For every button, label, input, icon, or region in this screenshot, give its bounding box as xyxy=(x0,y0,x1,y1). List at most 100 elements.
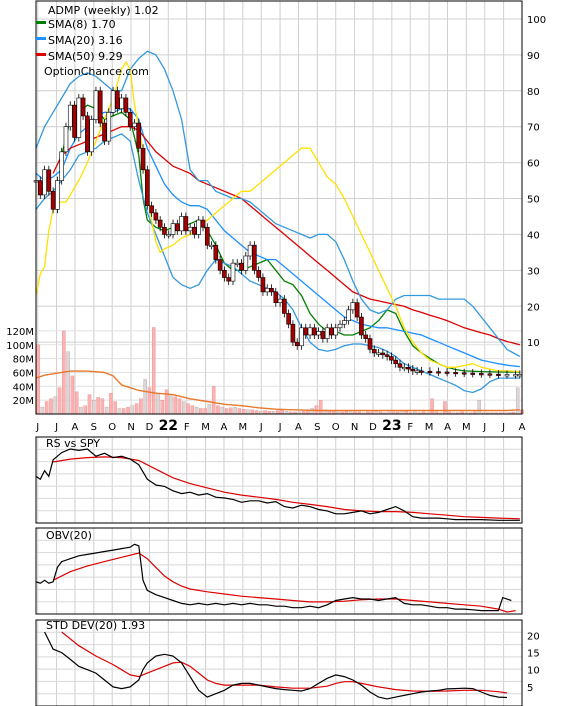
volume-bar-34 xyxy=(181,401,186,415)
tick-layer: J J A S O N D 22 F M A M J J A S O N D 23 F M A M J J A10203040506… xyxy=(6,15,546,694)
volume-bar-8 xyxy=(70,375,75,415)
volume-bar-48 xyxy=(241,409,246,415)
price-candle-28 xyxy=(153,212,159,221)
price-candle-13 xyxy=(89,119,94,153)
price-candle-76 xyxy=(359,316,364,336)
price-candle-54 xyxy=(264,288,270,293)
price-candle-97 xyxy=(479,373,484,376)
volume-bar-39 xyxy=(203,408,207,415)
x-tick-label-10: A xyxy=(221,422,228,433)
price-candle-22 xyxy=(127,112,133,127)
price-candle-67 xyxy=(320,331,326,339)
price-candle-100 xyxy=(504,374,510,377)
price-candle-91 xyxy=(427,370,433,374)
legend-swatch-sma50 xyxy=(36,53,46,56)
volume-bar-35 xyxy=(186,403,190,415)
obv-main-line xyxy=(35,543,512,612)
grid-layer xyxy=(36,1,523,706)
price-candle-65 xyxy=(312,327,317,336)
price-candle-21 xyxy=(123,97,129,113)
price-y-tick-0: 10 xyxy=(527,338,540,349)
volume-bar-63 xyxy=(306,410,310,415)
x-tick-label-16: O xyxy=(332,422,340,433)
volume-bar-37 xyxy=(194,406,199,415)
volume-bar-12 xyxy=(87,394,92,415)
volume-bar-1 xyxy=(40,406,45,415)
x-tick-label-0: J xyxy=(35,422,39,433)
volume-bar-19 xyxy=(117,408,122,415)
watermark: OptionChance.com xyxy=(44,65,149,78)
price-candle-4 xyxy=(50,191,56,210)
volume-bar-92 xyxy=(430,398,434,415)
price-candle-78 xyxy=(367,338,373,350)
volume-bar-45 xyxy=(229,407,233,415)
volume-bar-5 xyxy=(57,387,62,415)
stddev-panel-label: STD DEV(20) 1.93 xyxy=(46,619,145,632)
price-candle-20 xyxy=(119,97,124,110)
volume-bar-42 xyxy=(216,405,220,415)
x-tick-label-2: A xyxy=(72,422,79,433)
x-tick-label-19: 23 xyxy=(382,418,401,434)
price-candle-101 xyxy=(513,374,518,377)
price-candle-34 xyxy=(179,216,184,232)
price-candle-83 xyxy=(389,356,394,361)
volume-bar-22 xyxy=(130,405,135,415)
price-candle-47 xyxy=(234,262,240,265)
price-candle-35 xyxy=(183,216,189,232)
rs-sma-line xyxy=(53,456,520,520)
price-candle-29 xyxy=(157,219,163,228)
volume-bar-28 xyxy=(156,393,160,415)
price-candle-92 xyxy=(436,371,441,374)
price-candle-5 xyxy=(55,180,60,210)
volume-bar-29 xyxy=(160,400,165,415)
price-candle-26 xyxy=(145,169,150,207)
panel-frame-1 xyxy=(35,436,523,524)
price-candle-44 xyxy=(222,270,227,278)
price-candle-62 xyxy=(299,327,304,347)
x-tick-label-6: D xyxy=(146,422,154,433)
volume-bar-10 xyxy=(79,406,83,415)
price-candle-95 xyxy=(461,372,467,375)
rs-panel-label: RS vs SPY xyxy=(46,437,100,450)
price-candle-68 xyxy=(324,327,330,339)
volume-average-line xyxy=(35,370,520,412)
price-candle-50 xyxy=(247,244,253,257)
volume-bar-40 xyxy=(207,404,212,415)
price-candle-64 xyxy=(307,327,313,336)
x-tick-label-14: A xyxy=(295,422,302,433)
stddev-sma-line xyxy=(61,631,508,694)
price-candle-39 xyxy=(200,219,206,228)
legend-sma20: SMA(20) 3.16 xyxy=(48,34,123,47)
volume-bar-17 xyxy=(109,393,113,415)
price-candle-27 xyxy=(149,205,154,214)
x-tick-label-20: F xyxy=(407,422,413,433)
volume-bar-0 xyxy=(36,344,40,415)
x-tick-label-24: J xyxy=(482,422,486,433)
volume-y-tick-2: 60M xyxy=(13,368,34,379)
price-candle-9 xyxy=(72,104,77,138)
x-tick-label-21: M xyxy=(425,422,434,433)
price-candle-87 xyxy=(406,367,411,370)
volume-bar-31 xyxy=(169,394,173,415)
volume-bar-49 xyxy=(246,409,250,415)
price-candle-98 xyxy=(487,373,493,376)
volume-bar-27 xyxy=(151,327,156,415)
volume-bar-51 xyxy=(254,410,259,415)
price-candle-69 xyxy=(329,327,334,336)
price-y-tick-3: 40 xyxy=(527,230,540,241)
x-tick-label-15: S xyxy=(314,422,320,433)
price-candle-58 xyxy=(282,298,287,314)
price-candle-55 xyxy=(269,288,274,293)
price-y-tick-9: 100 xyxy=(527,15,546,26)
price-y-tick-2: 30 xyxy=(527,266,540,277)
series-layer xyxy=(33,50,523,700)
volume-bar-13 xyxy=(92,400,96,415)
price-candle-48 xyxy=(239,262,244,271)
price-candle-10 xyxy=(76,97,82,138)
price-candle-18 xyxy=(110,90,116,113)
x-tick-label-1: J xyxy=(54,422,58,433)
price-candle-33 xyxy=(175,223,180,232)
price-candle-82 xyxy=(384,354,390,357)
price-candle-8 xyxy=(67,104,73,127)
price-y-tick-1: 20 xyxy=(527,302,540,313)
